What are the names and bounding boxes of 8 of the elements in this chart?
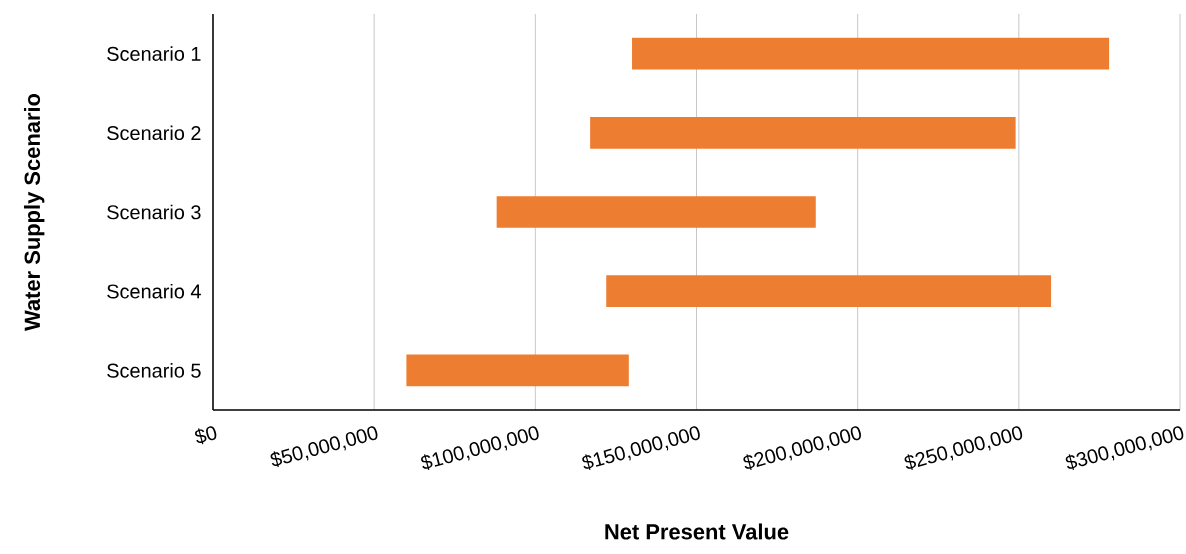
y-tick-label: Scenario 1 — [107, 46, 201, 61]
x-axis-title: Net Present Value — [605, 523, 789, 540]
y-tick-label: Scenario 5 — [107, 363, 201, 378]
y-tick-label: Scenario 4 — [107, 283, 201, 299]
x-tick-label: $0 — [195, 426, 217, 445]
y-tick-label: Scenario 3 — [107, 204, 201, 220]
y-axis-title: Water Supply Scenario — [23, 93, 45, 331]
y-tick-label: Scenario 2 — [107, 125, 201, 141]
